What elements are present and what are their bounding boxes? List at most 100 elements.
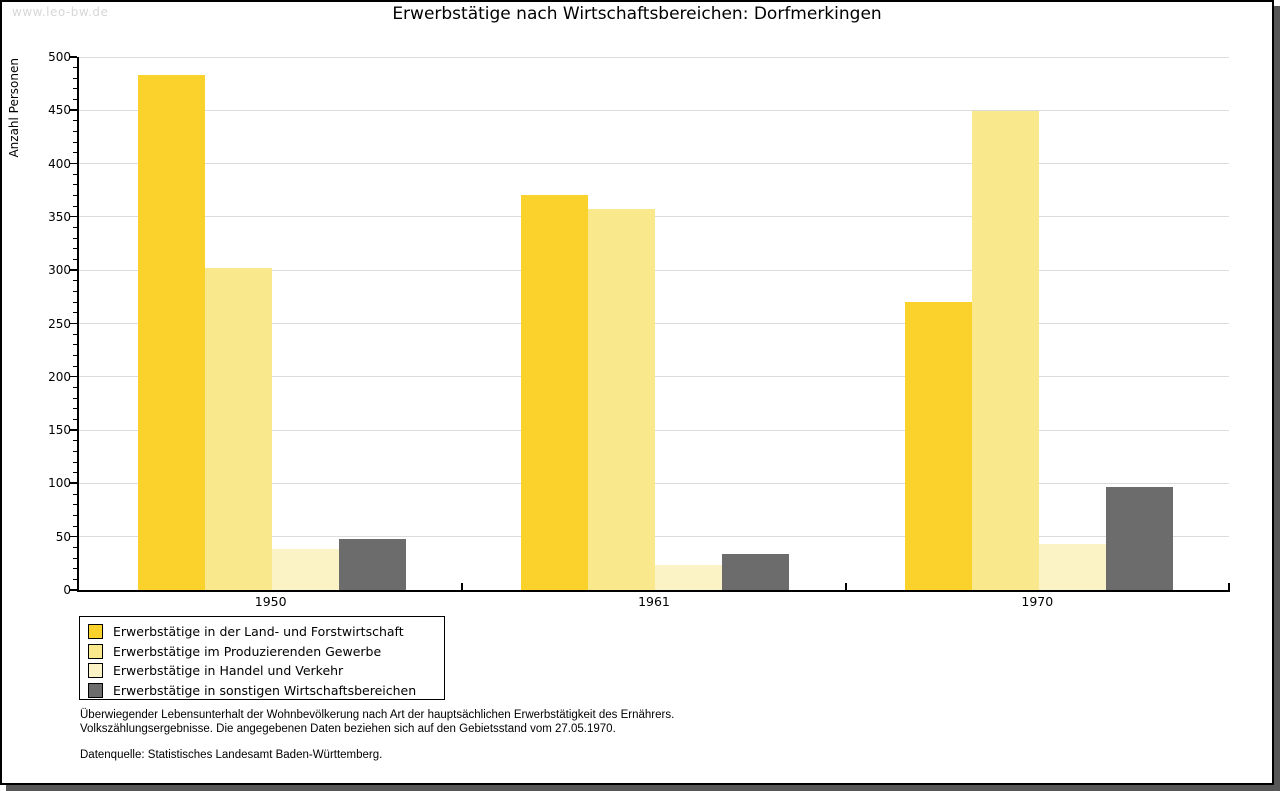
x-category-label-1961: 1961 xyxy=(638,594,670,609)
y-tick-320 xyxy=(73,248,77,250)
y-tick-170 xyxy=(73,408,77,410)
y-tick-160 xyxy=(73,418,77,420)
y-tick-210 xyxy=(73,365,77,367)
y-tick-label-450: 450 xyxy=(48,103,71,118)
legend-label-3: Erwerbstätige in Handel und Verkehr xyxy=(113,663,344,679)
y-tick-470 xyxy=(73,88,77,90)
footnote-text: Überwiegender Lebensunterhalt der Wohnbe… xyxy=(80,709,674,736)
y-tick-250 xyxy=(70,322,77,324)
x-category-label-1970: 1970 xyxy=(1021,594,1054,609)
y-tick-label-500: 500 xyxy=(48,50,71,64)
y-tick-220 xyxy=(73,354,77,356)
y-tick-430 xyxy=(73,131,77,133)
bar-1961-series-1 xyxy=(521,195,589,590)
legend-label-2: Erwerbstätige im Produzierenden Gewerbe xyxy=(113,643,382,659)
y-tick-200 xyxy=(70,375,77,378)
legend-swatch-1 xyxy=(88,624,103,640)
bar-1970-series-4 xyxy=(1105,487,1173,590)
y-tick-40 xyxy=(73,546,77,548)
y-tick-440 xyxy=(73,120,77,122)
y-tick-300 xyxy=(70,269,77,271)
y-tick-20 xyxy=(73,568,77,570)
y-tick-240 xyxy=(73,333,77,335)
legend-swatch-2 xyxy=(88,643,103,659)
y-tick-180 xyxy=(73,397,77,399)
legend-label-4: Erwerbstätige in sonstigen Wirtschaftsbe… xyxy=(113,682,417,698)
y-tick-140 xyxy=(73,440,77,442)
bar-1950-series-3 xyxy=(272,549,339,590)
footnote-line-2: Volkszählungsergebnisse. Die angegebenen… xyxy=(80,722,616,735)
y-tick-label-100: 100 xyxy=(48,476,71,491)
y-tick-500 xyxy=(70,56,77,58)
legend-label-1: Erwerbstätige in der Land- und Forstwirt… xyxy=(113,624,404,640)
y-tick-10 xyxy=(73,578,77,580)
legend-swatch-3 xyxy=(88,663,103,679)
y-tick-50 xyxy=(70,535,77,538)
watermark-leo-bw: www.leo-bw.de xyxy=(12,5,109,19)
y-tick-380 xyxy=(73,184,77,186)
y-tick-label-250: 250 xyxy=(48,316,71,331)
y-tick-280 xyxy=(73,291,77,293)
y-tick-label-350: 350 xyxy=(48,209,71,224)
y-tick-70 xyxy=(73,514,77,516)
y-tick-400 xyxy=(70,162,77,165)
y-tick-230 xyxy=(73,344,77,346)
bar-1970-series-2 xyxy=(971,111,1039,590)
y-tick-480 xyxy=(73,77,77,79)
y-tick-130 xyxy=(73,450,77,452)
bar-1970-series-1 xyxy=(904,302,972,590)
x-axis-boundary-tick-2 xyxy=(845,583,847,590)
legend-item-2: Erwerbstätige im Produzierenden Gewerbe xyxy=(88,642,444,662)
y-tick-60 xyxy=(73,525,77,527)
legend-swatch-4 xyxy=(88,682,103,698)
y-axis-line xyxy=(77,57,79,592)
y-tick-290 xyxy=(73,280,77,282)
y-tick-120 xyxy=(73,461,77,463)
y-tick-270 xyxy=(73,301,77,303)
y-tick-0 xyxy=(70,589,77,591)
x-axis-boundary-tick-1 xyxy=(461,583,463,590)
y-tick-label-400: 400 xyxy=(48,156,71,171)
y-tick-110 xyxy=(73,472,77,474)
y-tick-80 xyxy=(73,504,77,506)
y-tick-190 xyxy=(73,386,77,388)
gridline-400 xyxy=(79,163,1229,165)
footnote-line-1: Überwiegender Lebensunterhalt der Wohnbe… xyxy=(80,709,675,721)
y-tick-420 xyxy=(73,141,77,143)
bar-1961-series-3 xyxy=(655,565,723,590)
legend-box: Erwerbstätige in der Land- und Forstwirt… xyxy=(79,616,445,700)
y-tick-label-150: 150 xyxy=(48,423,71,438)
y-tick-label-300: 300 xyxy=(48,263,71,278)
y-tick-390 xyxy=(73,173,77,175)
legend-item-3: Erwerbstätige in Handel und Verkehr xyxy=(88,661,444,681)
y-tick-410 xyxy=(73,152,77,154)
y-tick-310 xyxy=(73,259,77,261)
y-tick-label-200: 200 xyxy=(48,369,71,384)
gridline-450 xyxy=(79,109,1229,111)
gridline-500 xyxy=(79,56,1229,58)
legend-item-4: Erwerbstätige in sonstigen Wirtschaftsbe… xyxy=(88,681,444,701)
y-tick-150 xyxy=(70,429,77,431)
y-axis-label: Anzahl Personen xyxy=(7,58,21,158)
bar-1950-series-2 xyxy=(205,268,272,590)
plot-area xyxy=(79,56,1230,590)
y-tick-490 xyxy=(73,67,77,69)
x-axis-boundary-tick-3 xyxy=(1228,583,1230,590)
y-tick-100 xyxy=(70,482,77,484)
y-tick-340 xyxy=(73,227,77,229)
x-category-label-1950: 1950 xyxy=(254,594,287,609)
y-tick-label-50: 50 xyxy=(55,529,71,544)
data-source-text: Datenquelle: Statistisches Landesamt Bad… xyxy=(80,749,383,761)
y-tick-370 xyxy=(73,195,77,197)
legend-item-1: Erwerbstätige in der Land- und Forstwirt… xyxy=(88,622,444,642)
y-tick-460 xyxy=(73,99,77,101)
bar-1961-series-2 xyxy=(588,209,656,590)
bar-1950-series-1 xyxy=(138,75,205,590)
x-axis-line xyxy=(77,590,1230,592)
y-tick-30 xyxy=(73,557,77,559)
bar-1950-series-4 xyxy=(339,539,406,590)
bar-1970-series-3 xyxy=(1038,544,1106,590)
y-tick-330 xyxy=(73,237,77,239)
y-tick-350 xyxy=(70,215,77,218)
